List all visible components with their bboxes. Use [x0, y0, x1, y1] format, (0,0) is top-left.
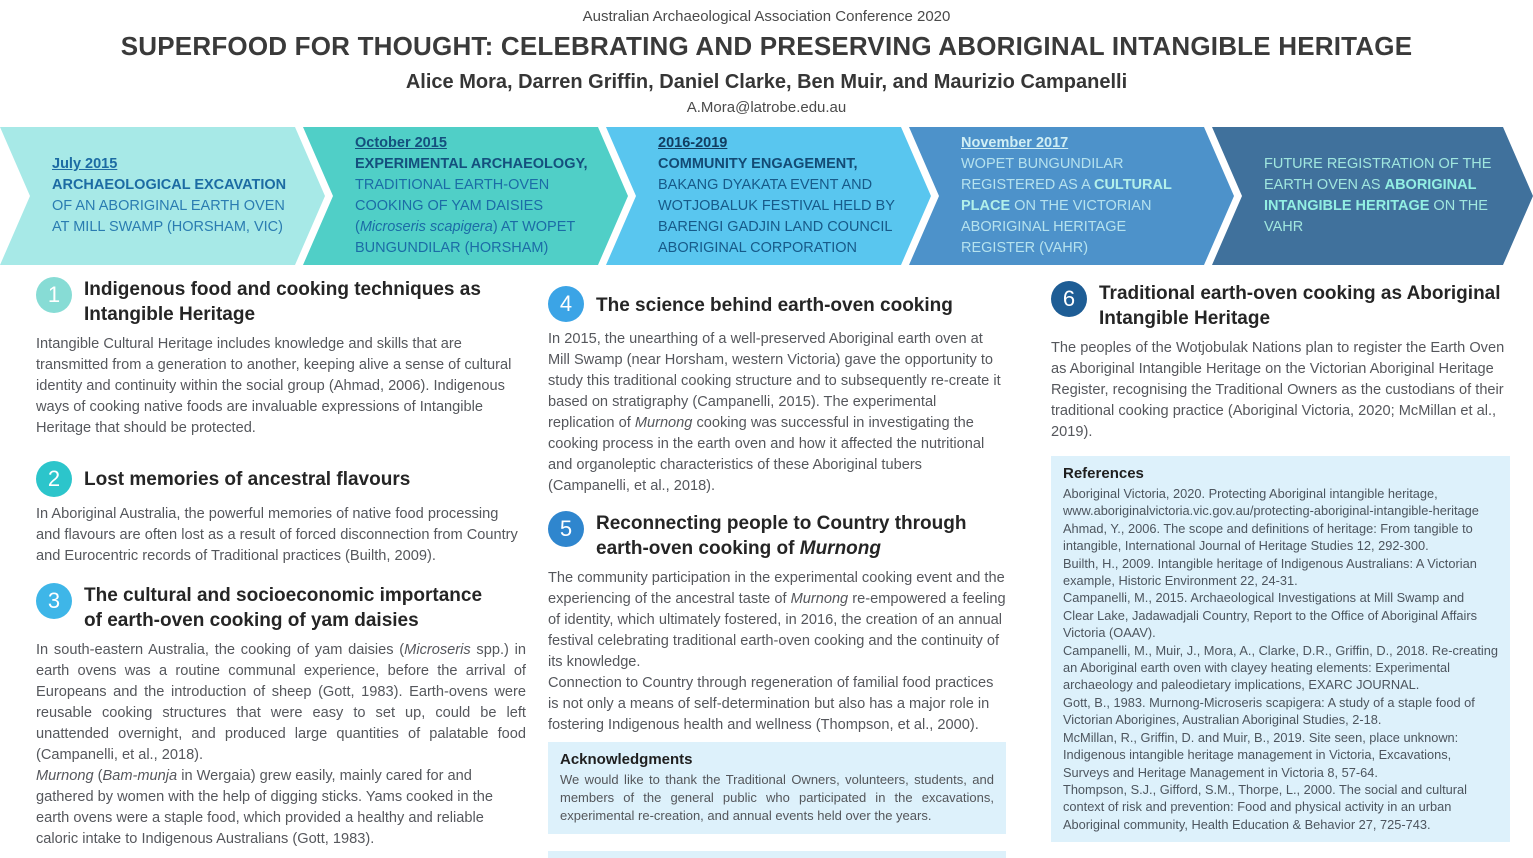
reference-item: McMillan, R., Griffin, D. and Muir, B., … [1063, 729, 1459, 780]
section-5-title: Reconnecting people to Country through e… [596, 513, 967, 559]
reference-item: Campanelli, M., 2015. Archaeological Inv… [1063, 590, 1477, 641]
timeline-step-3-date: 2016-2019 [658, 135, 728, 151]
section-3: 3 The cultural and socioeconomic importa… [36, 583, 526, 850]
bottom-box-sliver [548, 851, 1006, 858]
section-5-paragraph-1: The community participation in the exper… [548, 570, 1006, 670]
poster-title: SUPERFOOD FOR THOUGHT: CELEBRATING AND P… [120, 31, 1413, 61]
section-4: 4 The science behind earth-oven cooking … [548, 286, 1006, 497]
section-1-title: Indigenous food and cooking techniques a… [84, 279, 481, 325]
authors-line: Alice Mora, Darren Griffin, Daniel Clark… [405, 71, 1128, 93]
references-box: References Aboriginal Victoria, 2020. Pr… [1051, 456, 1510, 843]
reference-item: Builth, H., 2009. Intangible heritage of… [1063, 555, 1477, 589]
section-5-paragraph-2: Connection to Country through regenerati… [548, 675, 994, 733]
section-2-body: In Aboriginal Australia, the powerful me… [36, 506, 518, 564]
timeline-step-1-heading: ARCHAEOLOGICAL EXCAVATION [52, 177, 287, 193]
timeline-step-2-heading: EXPERIMENTAL ARCHAEOLOGY, [355, 156, 588, 172]
section-2-number-badge: 2 [36, 461, 72, 497]
contact-email: A.Mora@latrobe.edu.au [686, 99, 847, 116]
timeline-step-1-body: OF AN ABORIGINAL EARTH OVEN AT MILL SWAM… [52, 198, 285, 235]
poster-header: Australian Archaeological Association Co… [0, 0, 1533, 116]
acknowledgments-body: We would like to thank the Traditional O… [560, 772, 994, 823]
column-left: 1 Indigenous food and cooking techniques… [36, 277, 526, 850]
reference-item: Campanelli, M., Muir, J., Mora, A., Clar… [1063, 642, 1499, 693]
acknowledgments-box: Acknowledgments We would like to thank t… [548, 742, 1006, 834]
timeline-step-4-body: WOPET BUNGUNDILAR REGISTERED AS A CULTUR… [961, 156, 1172, 256]
section-5-number-badge: 5 [548, 511, 584, 547]
timeline-step-1-date: July 2015 [52, 156, 118, 172]
acknowledgments-title: Acknowledgments [560, 751, 693, 768]
section-4-title: The science behind earth-oven cooking [596, 295, 953, 316]
timeline-step-2-body: TRADITIONAL EARTH-OVEN COOKING OF YAM DA… [355, 177, 575, 256]
reference-item: Aboriginal Victoria, 2020. Protecting Ab… [1063, 486, 1479, 519]
timeline-step-2: October 2015 EXPERIMENTAL ARCHAEOLOGY, T… [303, 127, 628, 265]
timeline-step-5-body: FUTURE REGISTRATION OF THE EARTH OVEN AS… [1264, 156, 1492, 235]
reference-item: Ahmad, Y., 2006. The scope and definitio… [1063, 520, 1473, 554]
timeline-step-4-date: November 2017 [961, 135, 1069, 151]
references-title: References [1063, 465, 1144, 482]
timeline-step-5: FUTURE REGISTRATION OF THE EARTH OVEN AS… [1212, 127, 1533, 265]
timeline-step-3: 2016-2019 COMMUNITY ENGAGEMENT, BAKANG D… [606, 127, 931, 265]
timeline-step-2-date: October 2015 [355, 135, 447, 151]
reference-item: Gott, B., 1983. Murnong-Microseris scapi… [1063, 694, 1475, 728]
column-middle: 4 The science behind earth-oven cooking … [548, 286, 1006, 834]
section-5: 5 Reconnecting people to Country through… [548, 511, 1006, 736]
section-1-number-badge: 1 [36, 277, 72, 313]
section-6-body: The peoples of the Wotjobulak Nations pl… [1051, 340, 1505, 440]
section-6-title: Traditional earth-oven cooking as Aborig… [1099, 283, 1501, 329]
section-6: 6 Traditional earth-oven cooking as Abor… [1051, 281, 1510, 443]
section-3-paragraph-1: In south-eastern Australia, the cooking … [36, 642, 526, 763]
timeline-step-3-heading: COMMUNITY ENGAGEMENT, [658, 156, 858, 172]
section-6-number-badge: 6 [1051, 281, 1087, 317]
section-4-number-badge: 4 [548, 286, 584, 322]
section-1-body: Intangible Cultural Heritage includes kn… [36, 336, 512, 436]
column-right: 6 Traditional earth-oven cooking as Abor… [1051, 281, 1510, 843]
timeline-step-3-body: BAKANG DYAKATA EVENT AND WOTJOBALUK FEST… [658, 177, 895, 256]
reference-item: Thompson, S.J., Gifford, S.M., Thorpe, L… [1063, 781, 1468, 832]
section-2-title: Lost memories of ancestral flavours [84, 469, 411, 490]
section-1: 1 Indigenous food and cooking techniques… [36, 277, 526, 439]
timeline-step-4: November 2017 WOPET BUNGUNDILAR REGISTER… [909, 127, 1234, 265]
conference-name: Australian Archaeological Association Co… [582, 8, 951, 25]
section-3-title: The cultural and socioeconomic importanc… [84, 585, 483, 631]
section-4-body: In 2015, the unearthing of a well-preser… [548, 331, 1001, 494]
section-2: 2 Lost memories of ancestral flavours In… [36, 461, 526, 567]
timeline-step-1: July 2015 ARCHAEOLOGICAL EXCAVATION OF A… [0, 127, 325, 265]
section-3-paragraph-2: Murnong (Bam-munja in Wergaia) grew easi… [36, 768, 493, 847]
section-3-number-badge: 3 [36, 583, 72, 619]
